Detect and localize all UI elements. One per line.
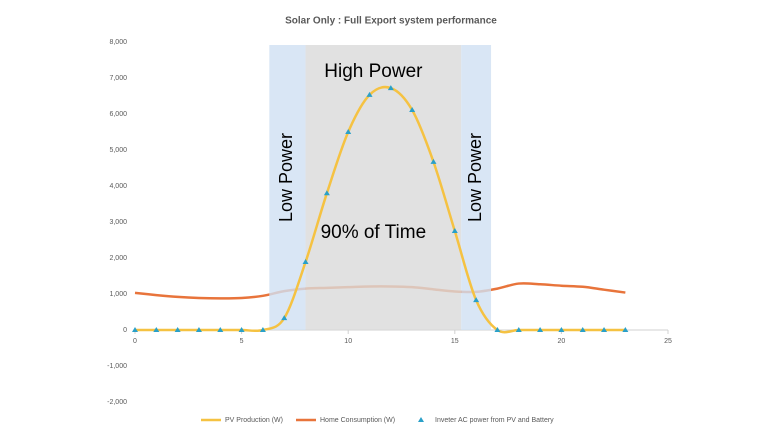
data-point: [281, 315, 288, 321]
y-tick-label: 6,000: [109, 111, 127, 118]
region-label: Low Power: [276, 133, 296, 222]
y-tick-label: 5,000: [109, 147, 127, 154]
data-point: [302, 258, 309, 264]
data-point: [153, 327, 160, 332]
data-point: [430, 158, 437, 164]
region-note: 90% of Time: [321, 222, 427, 243]
x-tick-label: 20: [558, 338, 566, 345]
data-point: [323, 190, 330, 196]
data-point: [451, 228, 458, 233]
region-label: High Power: [324, 61, 423, 82]
data-point: [622, 327, 629, 332]
x-tick-label: 15: [451, 338, 459, 345]
data-point: [387, 85, 394, 91]
y-tick-label: 2,000: [109, 255, 127, 262]
x-tick-label: 0: [133, 338, 137, 345]
y-tick-label: 3,000: [109, 219, 127, 226]
data-point: [217, 327, 224, 332]
data-point: [259, 327, 266, 332]
data-point: [366, 91, 373, 97]
data-point: [409, 107, 416, 113]
y-tick-label: 1,000: [109, 291, 127, 298]
legend-label: Inveter AC power from PV and Battery: [435, 417, 554, 424]
legend: PV Production (W) Home Consumption (W) Inv…: [201, 417, 554, 424]
data-point: [494, 327, 501, 332]
data-point: [238, 327, 245, 332]
legend-label: Home Consumption (W): [320, 417, 395, 424]
legend-label: PV Production (W): [225, 417, 283, 424]
data-point: [601, 327, 608, 332]
data-point: [345, 129, 352, 134]
y-tick-label: 8,000: [109, 39, 127, 46]
data-point: [174, 327, 181, 332]
data-point: [132, 327, 138, 332]
data-point: [537, 327, 544, 332]
data-point: [579, 327, 586, 332]
region: [461, 45, 492, 330]
data-point: [195, 327, 202, 332]
x-tick-label: 25: [664, 338, 672, 345]
region-label: Low Power: [465, 133, 485, 222]
data-point: [558, 327, 565, 332]
y-tick-label: -1,000: [107, 363, 127, 370]
y-tick-label: -2,000: [107, 399, 127, 406]
x-tick-label: 5: [240, 338, 244, 345]
data-point: [473, 297, 480, 303]
x-tick-label: 10: [344, 338, 352, 345]
data-point: [515, 327, 522, 332]
y-tick-label: 7,000: [109, 75, 127, 82]
chart-title: Solar Only : Full Export system performa…: [285, 16, 497, 27]
y-tick-label: 4,000: [109, 183, 127, 190]
y-tick-label: 0: [123, 327, 127, 334]
region: [305, 45, 462, 330]
legend-swatch: [418, 417, 424, 422]
